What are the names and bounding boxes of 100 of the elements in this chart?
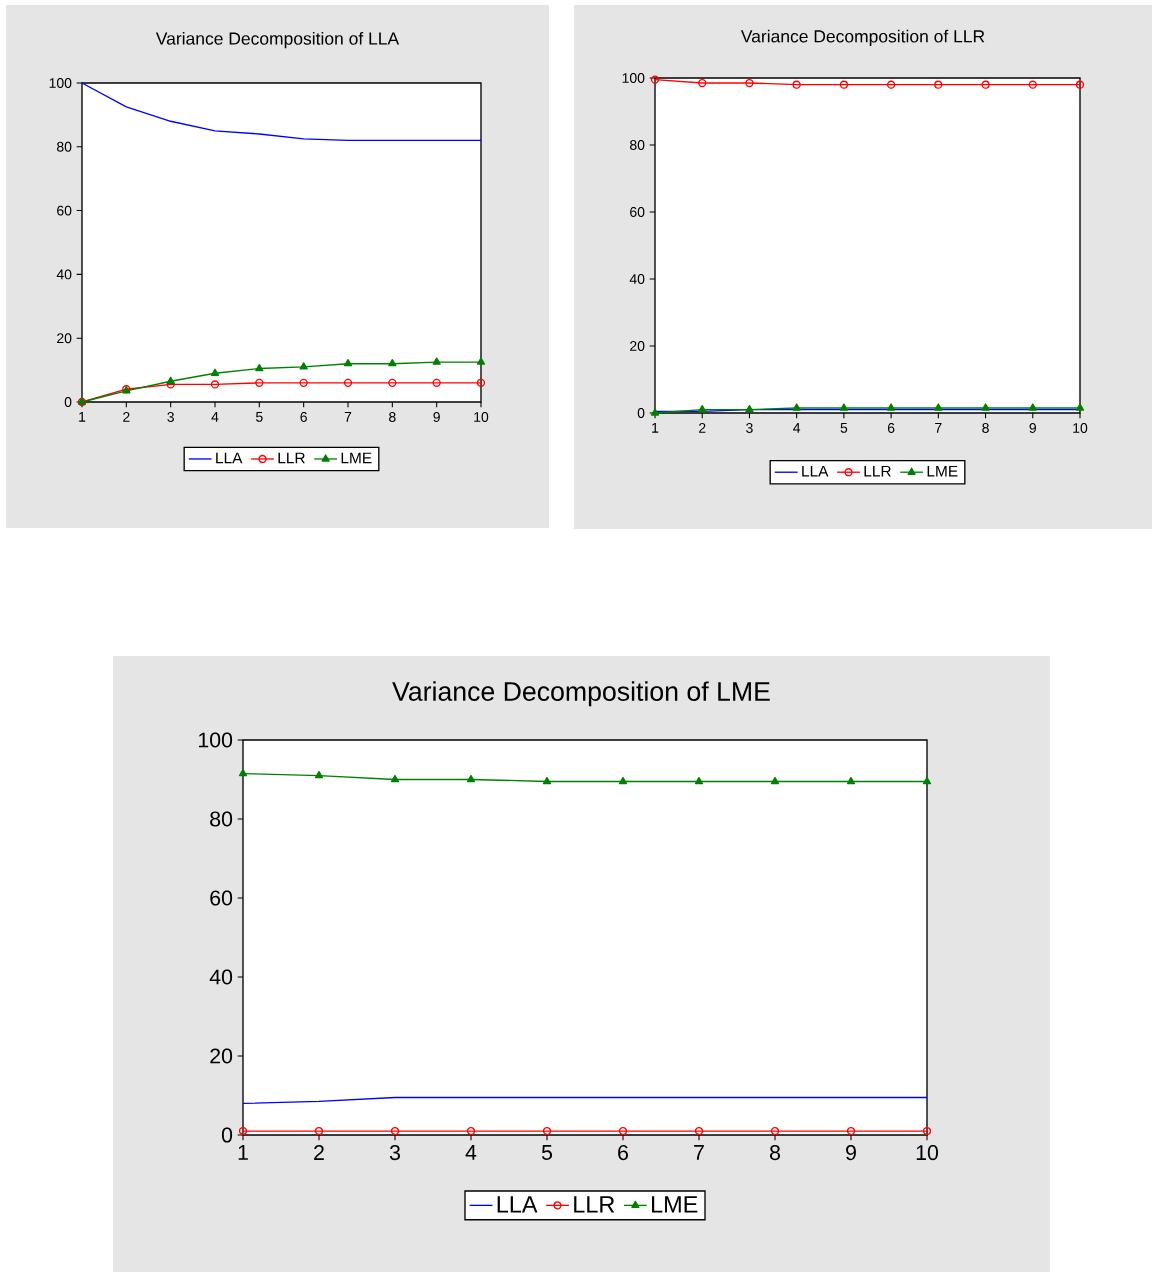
y-tick-label: 0	[64, 397, 72, 407]
point	[1028, 403, 1037, 411]
x-tick-label: 8	[982, 423, 989, 433]
point	[839, 80, 849, 89]
x-tick-label: 10	[474, 412, 489, 422]
point	[1075, 403, 1085, 411]
point	[390, 774, 400, 783]
y-tick-label: 60	[630, 207, 645, 217]
point	[466, 774, 476, 783]
legend-label: LME	[927, 465, 958, 477]
legend-label: LLR	[574, 1196, 615, 1213]
point	[650, 408, 660, 416]
x-tick-label: 10	[916, 1145, 939, 1161]
y-tick-label: 40	[209, 969, 233, 985]
legend-label: LLA	[497, 1196, 538, 1213]
point	[618, 1126, 628, 1136]
x-tick-label: 5	[840, 423, 848, 433]
chart-title: Variance Decomposition of LME	[392, 681, 770, 707]
x-tick-label: 9	[846, 1145, 856, 1161]
x-tick-label: 7	[935, 423, 942, 433]
point	[238, 1126, 248, 1136]
point	[934, 80, 943, 89]
x-tick-label: 2	[123, 412, 130, 422]
legend-label: LME	[341, 452, 372, 464]
legend-label: LLR	[278, 452, 305, 464]
x-tick-label: 1	[652, 423, 659, 433]
point	[981, 403, 990, 411]
x-tick-label: 7	[694, 1145, 704, 1160]
x-tick-label: 7	[344, 412, 352, 422]
point	[886, 403, 896, 411]
point	[792, 80, 801, 89]
x-tick-label: 8	[389, 412, 396, 422]
x-tick-label: 3	[746, 423, 753, 433]
point	[981, 80, 990, 89]
point	[466, 1126, 476, 1136]
x-tick-label: 2	[314, 1145, 324, 1160]
y-tick-label: 0	[221, 1127, 233, 1143]
y-tick-label: 60	[57, 205, 72, 216]
legend-label: LLA	[802, 465, 829, 477]
y-tick-label: 100	[49, 78, 72, 88]
point	[792, 403, 801, 411]
y-tick-label: 60	[210, 890, 233, 906]
chart-title: Variance Decomposition of LLR	[740, 29, 985, 46]
legend-label: LME	[652, 1196, 698, 1213]
chart-title: Variance Decomposition of LLA	[155, 31, 400, 49]
x-tick-label: 3	[167, 412, 174, 422]
point	[390, 1126, 400, 1136]
x-tick-label: 5	[541, 1145, 553, 1160]
y-tick-label: 80	[56, 141, 72, 152]
x-tick-label: 9	[433, 412, 440, 422]
x-tick-label: 5	[256, 412, 263, 422]
y-tick-label: 40	[56, 269, 72, 280]
point	[839, 403, 849, 411]
point	[922, 776, 932, 785]
point	[698, 404, 707, 413]
x-tick-label: 4	[211, 412, 219, 422]
x-tick-label: 4	[465, 1145, 477, 1160]
y-tick-label: 20	[630, 341, 645, 351]
legend-label: LLA	[216, 452, 243, 464]
point	[694, 1126, 704, 1136]
point	[650, 75, 660, 84]
point	[238, 768, 248, 777]
y-tick-label: 0	[637, 408, 645, 418]
y-tick-label: 20	[210, 1048, 233, 1064]
point	[314, 1126, 324, 1136]
point	[934, 403, 943, 411]
point	[1028, 80, 1037, 89]
y-tick-label: 80	[630, 140, 645, 150]
y-tick-label: 20	[57, 333, 72, 344]
y-tick-label: 80	[210, 811, 233, 827]
x-tick-label: 3	[389, 1145, 400, 1161]
x-tick-label: 4	[793, 423, 801, 433]
point	[886, 80, 896, 89]
point	[698, 78, 707, 88]
x-tick-label: 6	[300, 412, 307, 422]
point	[922, 1126, 932, 1136]
x-tick-label: 2	[699, 423, 706, 433]
x-tick-label: 6	[887, 423, 895, 433]
y-tick-label: 100	[622, 73, 645, 83]
point	[745, 404, 754, 413]
y-tick-label: 40	[629, 274, 645, 284]
legend-label: LLR	[864, 465, 891, 477]
x-tick-label: 10	[1073, 423, 1088, 433]
x-tick-label: 1	[238, 1145, 248, 1160]
x-tick-label: 6	[618, 1145, 628, 1161]
point	[694, 776, 704, 785]
x-tick-label: 8	[769, 1145, 781, 1161]
point	[314, 770, 324, 779]
point	[542, 1126, 552, 1136]
point	[745, 78, 754, 88]
point	[770, 1126, 780, 1136]
point	[770, 776, 780, 785]
x-tick-label: 1	[79, 412, 86, 422]
y-tick-label: 100	[198, 732, 233, 748]
point	[1075, 80, 1085, 89]
point	[542, 776, 552, 785]
x-tick-label: 9	[1029, 423, 1036, 433]
point	[846, 1126, 856, 1136]
point	[618, 776, 628, 785]
point	[846, 776, 856, 785]
